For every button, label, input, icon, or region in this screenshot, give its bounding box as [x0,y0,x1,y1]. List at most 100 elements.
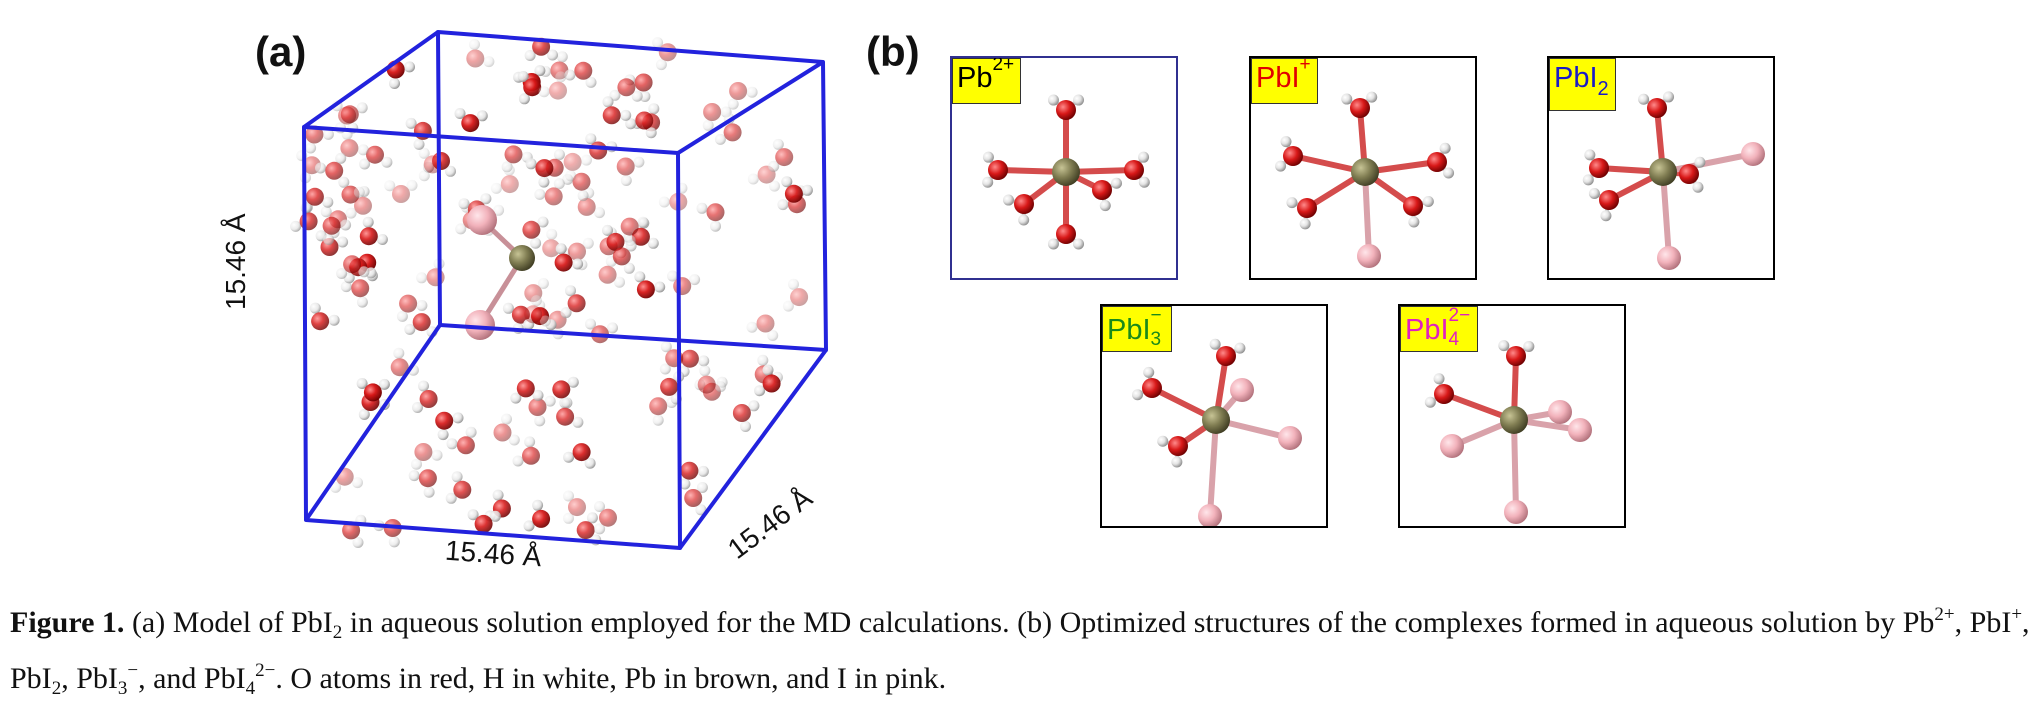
box-edge-tl [304,32,438,127]
caption-text: . O atoms in red, H in white, Pb in brow… [275,662,946,695]
hydrogen-atom [310,303,321,314]
oxygen-atom [323,217,341,235]
figure-caption: Figure 1. (a) Model of PbI2 in aqueous s… [10,596,2035,708]
figure: (a) 15.46 Å 15.46 Å 15.46 Å [0,0,2040,560]
hydrogen-atom [532,500,543,511]
oxygen-atom [680,462,698,480]
hydrogen-atom [740,421,751,432]
oxygen-atom [757,315,775,333]
hydrogen-atom [659,197,670,208]
oxygen-atom [568,498,586,516]
oxygen-atom [552,380,570,398]
hydrogen-atom [1663,91,1674,102]
hydrogen-atom [323,234,334,245]
caption-subscript: 2 [52,678,62,699]
subscript-text: 3 [1151,323,1162,357]
hydrogen-atom [1210,339,1221,350]
water-molecule [529,396,556,427]
iodine-atom [467,205,497,235]
oxygen-atom [729,82,747,100]
hydrogen-atom [653,415,664,426]
hydrogen-atom [1281,136,1292,147]
oxygen-atom [1403,196,1423,216]
hydrogen-atom [603,96,614,107]
hydrogen-atom [322,197,333,208]
hydrogen-atom [1584,149,1595,160]
lead-atom [1202,406,1230,434]
oxygen-atom [1647,98,1667,118]
hydrogen-atom [1048,95,1059,106]
hydrogen-atom [1300,218,1311,229]
hydrogen-atom [1443,168,1454,179]
oxygen-atom [555,254,573,272]
hydrogen-atom [526,158,537,169]
hydrogen-atom [1286,197,1297,208]
water-molecule [585,319,618,344]
hydrogen-atom [493,490,504,501]
hydrogen-atom [377,234,388,245]
water-molecule [617,157,645,186]
formula-text: PbI [1405,314,1449,346]
oxygen-atom [988,160,1008,180]
hydrogen-atom [416,272,427,283]
oxygen-atom [338,107,356,125]
caption-text: in aqueous solution employed for the MD … [342,606,1934,639]
caption-text: , and PbI [138,662,246,695]
hydrogen-atom [1100,200,1111,211]
water-molecule [315,153,346,180]
oxygen-atom [578,198,596,216]
water-molecule [697,203,725,232]
oxygen-atom [505,145,523,163]
hydrogen-atom [534,415,545,426]
oxygen-atom [790,288,808,306]
hydrogen-atom [491,183,502,194]
hydrogen-atom [1157,436,1168,447]
hydrogen-atom [777,199,788,210]
water-molecule [342,515,366,548]
hydrogen-atom [1073,95,1084,106]
hydrogen-atom [563,452,574,463]
hydrogen-atom [530,238,541,249]
hydrogen-atom [1423,196,1434,207]
hydrogen-atom [539,86,550,97]
water-molecule [603,96,632,124]
oxygen-atom [1427,152,1447,172]
oxygen-atom [707,203,725,221]
water-molecule [634,271,665,298]
oxygen-atom [621,218,639,236]
hydrogen-atom [748,174,759,185]
oxygen-atom [1283,146,1303,166]
hydrogen-atom [594,207,605,218]
caption-subscript: 3 [118,678,128,699]
hydrogen-atom [572,417,583,428]
lead-atom [1500,406,1528,434]
atoms [982,95,1150,250]
charge-text: + [1300,56,1311,75]
oxygen-atom [660,378,678,396]
water-box-model [0,0,900,560]
caption-text: , PbI [61,662,118,695]
subscript-text: 4 [1449,323,1460,357]
water-molecule [455,108,488,132]
oxygen-atom [311,312,329,330]
oxygen-atom [1599,190,1619,210]
oxygen-atom [617,158,635,176]
hydrogen-atom [578,190,589,201]
hydrogen-atom [1073,238,1084,249]
oxygen-atom [420,390,438,408]
hydrogen-atom [1341,94,1352,105]
hydrogen-atom [1600,210,1611,221]
oxygen-atom [419,469,437,487]
water-molecule [466,39,494,68]
hydrogen-atom [1425,397,1436,408]
water-molecule [747,315,779,342]
hydrogen-atom [452,471,463,482]
hydrogen-atom [1440,143,1451,154]
water-molecule [468,509,501,533]
hydrogen-atom [1583,174,1594,185]
hydrogen-atom [561,397,572,408]
iodine-atom [1440,434,1464,458]
oxygen-atom [617,78,635,96]
oxygen-atom [1506,346,1526,366]
hydrogen-atom [501,414,512,425]
